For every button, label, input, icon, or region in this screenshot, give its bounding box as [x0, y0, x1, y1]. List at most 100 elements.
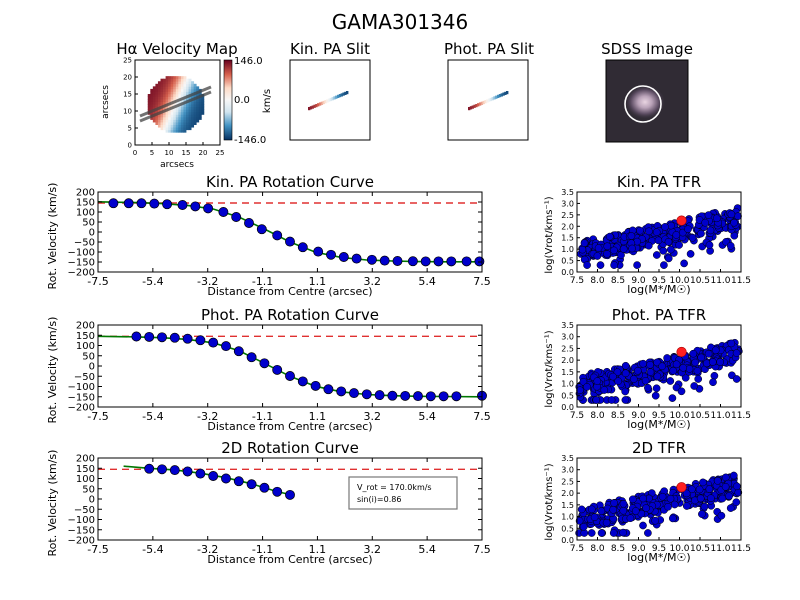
slit-pixel — [471, 105, 474, 109]
velocity-map-pixel — [191, 101, 195, 105]
velocity-map-pixel — [170, 78, 174, 82]
velocity-map-pixel — [168, 122, 172, 125]
velocity-map-pixel — [155, 119, 159, 123]
slit-pixel — [346, 91, 349, 95]
velocity-map-pixel — [155, 114, 159, 118]
kin_tfr-point — [661, 223, 669, 231]
kin_tfr-point — [645, 227, 653, 236]
kin_tfr-panel: Kin. PA TFR 7.5 8.0 8.5 9.0 9.5 10.0 10.5 11.0 11… — [544, 173, 751, 296]
velocity-map-pixel — [173, 119, 177, 123]
velocity-map-pixel — [175, 106, 179, 110]
rc_2d-ytick-label: −200 — [68, 536, 95, 547]
kin_rc-point — [338, 252, 349, 262]
velocity-map-pixel — [191, 116, 195, 120]
velocity-map-pixel — [183, 94, 187, 97]
velocity-map-pixel — [183, 116, 187, 120]
phot_tfr-xtick-label: 7.5 — [570, 411, 584, 421]
phot_tfr-ytick-label: 0.0 — [561, 403, 574, 412]
slit-pixel — [495, 95, 498, 99]
phot_tfr-point — [607, 396, 616, 404]
velocity-map-pixel — [191, 88, 195, 92]
velocity-map-pixel — [178, 116, 182, 120]
phot_tfr-title: Phot. PA TFR — [612, 306, 706, 324]
phot_tfr-ytick-label: 1.5 — [561, 368, 574, 377]
slit-pixel — [335, 95, 338, 99]
phot_tfr-point — [593, 377, 602, 385]
kin_rc-point — [326, 249, 336, 260]
velocity-map-pixel — [165, 101, 169, 105]
kin_tfr-point — [706, 226, 715, 235]
velocity-map-pixel — [198, 96, 202, 100]
velocity-map-pixel — [150, 111, 154, 115]
velocity-map-pixel — [178, 88, 182, 92]
slit-pixel — [318, 102, 322, 106]
tfr_2d-point — [577, 505, 586, 514]
phot_rc-xtick-label: 5.4 — [418, 410, 436, 423]
velocity-map-pixel — [170, 91, 174, 95]
kin_tfr-point — [619, 245, 628, 253]
velocity-map-pixel — [201, 96, 205, 100]
phot_rc-ytick-label: 100 — [76, 341, 95, 352]
slit-pixel — [333, 96, 336, 100]
kin_tfr-point — [666, 245, 675, 254]
kin_rc-point — [351, 253, 362, 264]
velocity-map-pixel — [157, 122, 161, 125]
kin_tfr-point — [633, 261, 641, 269]
phot_tfr-ytick-label: 2.5 — [561, 344, 574, 353]
velocity-map-pixel — [150, 96, 154, 100]
velocity-map-pixel — [168, 91, 172, 95]
velocity-map-pixel — [168, 86, 172, 90]
tfr_2d-point — [587, 505, 596, 514]
velocity-map-pixel — [152, 106, 156, 110]
velocity-map-pixel — [160, 94, 164, 97]
velocity-map-xlabel: arcsecs — [160, 160, 194, 170]
kin_tfr-point — [596, 261, 605, 269]
velocity-map-pixel — [152, 88, 156, 92]
kin_tfr-ytick-label: 1.5 — [561, 234, 574, 243]
velocity-map-pixel — [160, 86, 164, 90]
velocity-map-pixel — [168, 111, 172, 115]
velocity-map-pixel — [170, 81, 174, 85]
velocity-map-pixel — [168, 76, 172, 80]
kin_tfr-xtick-label: 10.0 — [669, 276, 689, 286]
kin_tfr-ytick-label: 3.0 — [561, 199, 574, 208]
phot_rc-point — [297, 376, 308, 387]
velocity-map-pixel — [165, 99, 169, 103]
slit-pixel — [500, 93, 503, 97]
kin_tfr-point — [672, 231, 681, 239]
rc_2d-ytick-label: 150 — [76, 464, 95, 475]
velocity-map-pixel — [155, 96, 159, 100]
phot_tfr-point — [693, 367, 702, 375]
velocity-map-pixel — [178, 81, 182, 85]
velocity-map-pixel — [157, 99, 161, 103]
velocity-map-pixel — [196, 86, 200, 90]
slit-pixel — [311, 105, 314, 109]
colorbar-min-label: -146.0 — [234, 135, 266, 146]
velocity-map-pixel — [175, 81, 179, 85]
kin_tfr-ytick-label: 2.0 — [561, 222, 574, 231]
tfr_2d-point — [699, 478, 707, 487]
phot_rc-ytick-label: 50 — [82, 351, 95, 362]
tfr_2d-ytick-label: 1.0 — [561, 513, 574, 522]
tfr_2d-point — [609, 505, 618, 514]
velocity-map-pixel — [178, 78, 182, 82]
phot_tfr-point — [732, 375, 741, 383]
kin_tfr-point — [593, 252, 602, 260]
phot_tfr-xtick-label: 10.5 — [690, 411, 710, 421]
phot_rc-ylabel: Rot. Velocity (km/s) — [46, 317, 59, 424]
phot_rc-xlabel: Distance from Centre (arcsec) — [207, 420, 372, 433]
tfr_2d-point — [705, 485, 714, 493]
slit-pixel — [340, 93, 343, 97]
velocity-map-pixel — [173, 86, 177, 90]
tfr_2d-point — [590, 513, 599, 522]
velocity-map-pixel — [178, 111, 182, 115]
velocity-map-xtick-label: 20 — [199, 149, 208, 157]
velocity-map-ytick-label: 25 — [123, 57, 132, 65]
phot_rc-xtick-label: 7.5 — [473, 410, 491, 423]
phot_rc-point — [387, 390, 398, 401]
kin_tfr-galaxy-point — [676, 215, 687, 226]
velocity-map-pixel — [178, 94, 182, 97]
phot_rc-ytick-label: 150 — [76, 331, 95, 342]
phot_rc-point — [144, 331, 155, 342]
velocity-map-ytick-label: 20 — [123, 74, 132, 82]
